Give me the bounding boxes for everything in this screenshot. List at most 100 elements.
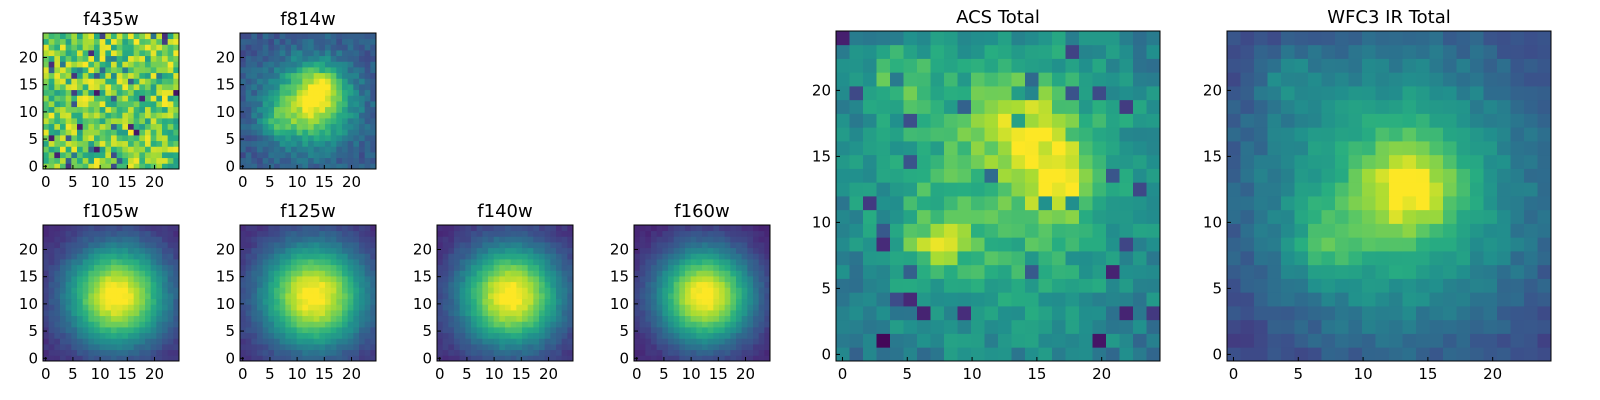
- heatmap-cell: [634, 281, 641, 288]
- heatmap-cell: [516, 355, 523, 362]
- heatmap-cell: [1240, 306, 1255, 321]
- heatmap-cell: [122, 78, 129, 85]
- heatmap-cell: [1294, 141, 1309, 156]
- heatmap-cell: [308, 310, 315, 317]
- heatmap-cell: [465, 327, 472, 334]
- heatmap-cell: [1402, 99, 1417, 114]
- heatmap-cell: [442, 338, 449, 345]
- heatmap-cell: [442, 349, 449, 356]
- heatmap-cell: [71, 310, 78, 317]
- heatmap-cell: [71, 287, 78, 294]
- heatmap-cell: [656, 281, 663, 288]
- heatmap-cell: [1065, 333, 1080, 348]
- heatmap-cell: [713, 344, 720, 351]
- heatmap-cell: [645, 310, 652, 317]
- heatmap-cell: [1402, 72, 1417, 87]
- heatmap-cell: [262, 338, 269, 345]
- heatmap-cell: [347, 84, 354, 91]
- heatmap-cell: [128, 304, 135, 311]
- heatmap-cell: [1402, 113, 1417, 128]
- heatmap-cell: [268, 146, 275, 153]
- heatmap-cell: [347, 101, 354, 108]
- heatmap-cell: [65, 259, 72, 266]
- heatmap-cell: [1389, 251, 1403, 266]
- heatmap-cell: [656, 355, 663, 362]
- heatmap-cell: [917, 196, 931, 211]
- heatmap-cell: [156, 344, 163, 351]
- heatmap-cell: [1470, 31, 1484, 46]
- heatmap-cell: [145, 225, 152, 232]
- heatmap-cell: [268, 61, 275, 68]
- heatmap-cell: [459, 281, 466, 288]
- heatmap-cell: [99, 298, 106, 305]
- heatmap-cell: [1402, 237, 1417, 252]
- heatmap-cell: [291, 349, 298, 356]
- heatmap-cell: [550, 298, 557, 305]
- heatmap-cell: [465, 310, 472, 317]
- heatmap-cell: [702, 293, 709, 300]
- heatmap-cell: [370, 253, 377, 260]
- heatmap-cell: [71, 61, 78, 68]
- heatmap-cell: [133, 38, 140, 45]
- heatmap-cell: [1294, 196, 1309, 211]
- heatmap-cell: [917, 306, 931, 321]
- heatmap-cell: [1052, 319, 1066, 334]
- heatmap-cell: [442, 321, 449, 328]
- heatmap-cell: [268, 89, 275, 96]
- heatmap-cell: [302, 67, 309, 74]
- heatmap-cell: [94, 264, 101, 271]
- heatmap-cell: [527, 321, 534, 328]
- heatmap-cell: [730, 355, 737, 362]
- heatmap-cell: [150, 321, 157, 328]
- heatmap-cell: [539, 355, 546, 362]
- heatmap-cell: [442, 315, 449, 322]
- heatmap-cell: [88, 129, 95, 136]
- heatmap-cell: [482, 293, 489, 300]
- heatmap-cell: [128, 67, 135, 74]
- heatmap-cell: [1308, 196, 1322, 211]
- heatmap-cell: [724, 247, 731, 254]
- heatmap-cell: [156, 327, 163, 334]
- heatmap-cell: [673, 355, 680, 362]
- heatmap-cell: [139, 287, 146, 294]
- heatmap-cell: [105, 135, 112, 142]
- heatmap-cell: [122, 135, 129, 142]
- heatmap-cell: [482, 230, 489, 237]
- heatmap-cell: [370, 38, 377, 45]
- heatmap-cell: [685, 338, 692, 345]
- heatmap-cell: [364, 67, 371, 74]
- heatmap-cell: [111, 118, 118, 125]
- heatmap-cell: [111, 61, 118, 68]
- heatmap-cell: [65, 112, 72, 119]
- heatmap-cell: [162, 129, 169, 136]
- heatmap-cell: [128, 355, 135, 362]
- heatmap-cell: [753, 242, 760, 249]
- heatmap-cell: [533, 242, 540, 249]
- heatmap-cell: [268, 332, 275, 339]
- heatmap-cell: [313, 157, 320, 164]
- heatmap-cell: [1348, 196, 1363, 211]
- heatmap-cell: [505, 338, 512, 345]
- heatmap-cell: [313, 72, 320, 79]
- heatmap-cell: [274, 304, 281, 311]
- heatmap-cell: [719, 242, 726, 249]
- heatmap-cell: [849, 99, 864, 114]
- heatmap-cell: [1537, 154, 1552, 169]
- heatmap-cell: [651, 321, 658, 328]
- heatmap-cell: [1267, 278, 1282, 293]
- heatmap-cell: [476, 321, 483, 328]
- heatmap-cell: [1281, 154, 1295, 169]
- heatmap-cell: [88, 332, 95, 339]
- heatmap-cell: [724, 276, 731, 283]
- heatmap-cell: [82, 123, 89, 130]
- heatmap-cell: [719, 349, 726, 356]
- heatmap-cell: [105, 140, 112, 147]
- heatmap-cell: [245, 129, 252, 136]
- heatmap-cell: [65, 157, 72, 164]
- heatmap-cell: [482, 276, 489, 283]
- heatmap-cell: [690, 253, 697, 260]
- heatmap-cell: [863, 58, 877, 73]
- heatmap-cell: [313, 338, 320, 345]
- heatmap-cell: [984, 154, 999, 169]
- heatmap-cell: [1416, 182, 1430, 197]
